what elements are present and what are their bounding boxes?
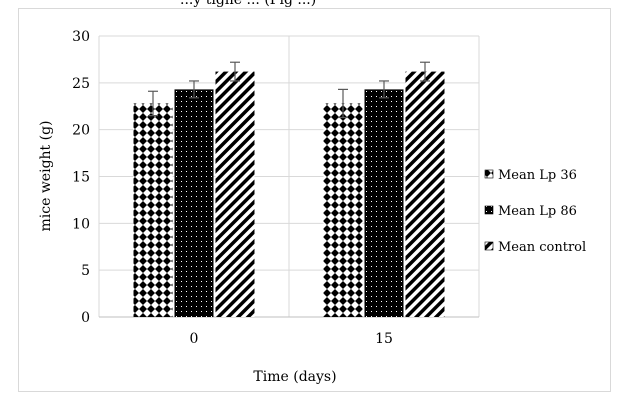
legend-entry-label: Mean control: [498, 240, 586, 255]
tick-labels-layer: 0 5 10 15 20 25 30 0 15: [72, 29, 393, 347]
legend-entry-label: Mean Lp 36: [498, 168, 577, 183]
y-tick-label: 25: [72, 76, 90, 92]
page-header-text: ...y tighe ... (Fig ...): [180, 0, 317, 8]
legend-swatch-diamonds: [484, 169, 494, 179]
bars-layer: [133, 71, 445, 317]
page-header-fragment: ...y tighe ... (Fig ...): [0, 0, 619, 8]
y-tick-label: 0: [81, 310, 90, 326]
error-bars-layer: [148, 61, 430, 119]
x-tick-label: 15: [375, 331, 393, 347]
chart-frame: 0 5 10 15 20 25 30 0 15 mice weight (g) Time (da…: [18, 8, 611, 392]
x-tick-label: 0: [190, 331, 199, 347]
bar-stripes-15: [405, 71, 445, 317]
y-tick-label: 20: [72, 123, 90, 139]
bar-dots-0: [174, 89, 214, 317]
y-tick-label: 15: [72, 170, 90, 186]
y-tick-label: 5: [81, 263, 90, 279]
legend: Mean Lp 36 Mean Lp 86 Mean control: [484, 168, 586, 255]
legend-entry-label: Mean Lp 86: [498, 204, 577, 219]
bar-diamonds-0: [133, 103, 173, 317]
y-axis-title: mice weight (g): [38, 120, 54, 231]
bar-chart: 0 5 10 15 20 25 30 0 15 mice weight (g) Time (da…: [38, 29, 586, 385]
x-axis-title: Time (days): [253, 369, 336, 385]
legend-swatch-stripes: [484, 241, 494, 251]
legend-swatch-dots: [484, 205, 494, 215]
y-tick-label: 10: [72, 216, 90, 232]
bar-stripes-0: [215, 71, 255, 317]
bar-diamonds-15: [323, 103, 363, 317]
bar-dots-15: [364, 89, 404, 317]
y-tick-label: 30: [72, 29, 90, 45]
